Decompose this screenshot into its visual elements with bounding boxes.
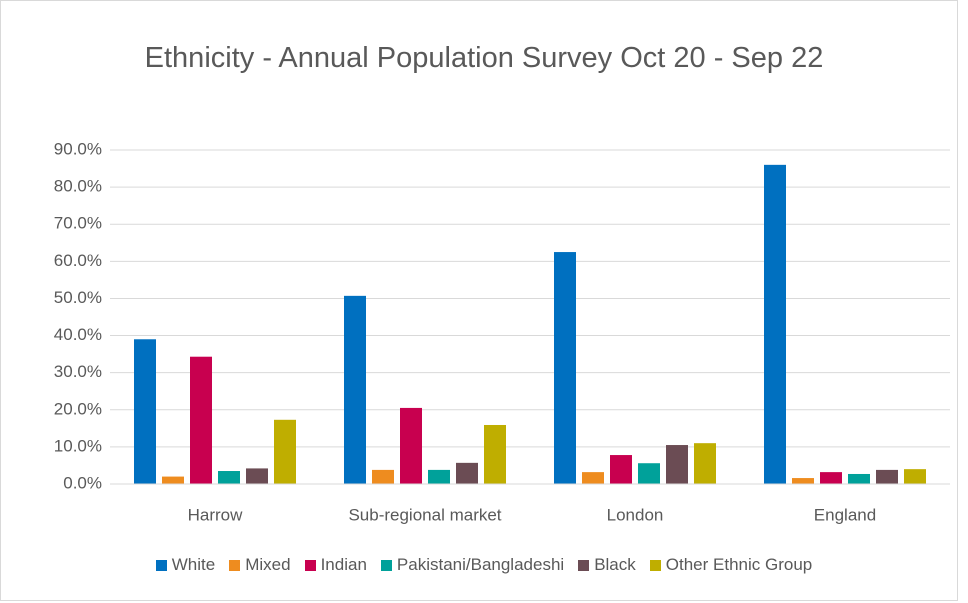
y-tick-label: 60.0% xyxy=(54,251,102,270)
y-tick-label: 70.0% xyxy=(54,214,102,233)
legend-swatch xyxy=(155,559,167,571)
bar xyxy=(876,469,898,484)
legend-label: Mixed xyxy=(245,555,291,574)
y-tick-label: 80.0% xyxy=(54,177,102,196)
legend-item: Mixed xyxy=(229,555,291,575)
legend-swatch xyxy=(649,559,661,571)
bar xyxy=(400,407,422,484)
bar xyxy=(134,339,156,484)
bar xyxy=(456,462,478,484)
bar xyxy=(372,469,394,484)
bar xyxy=(344,295,366,484)
bar xyxy=(610,455,632,484)
bar xyxy=(554,252,576,484)
bar xyxy=(162,476,184,484)
y-tick-label: 0.0% xyxy=(63,473,102,492)
bar xyxy=(428,469,450,484)
legend-item: Indian xyxy=(304,555,367,575)
y-tick-label: 50.0% xyxy=(54,288,102,307)
bar xyxy=(666,445,688,484)
legend-item: White xyxy=(155,555,216,575)
legend-label: Black xyxy=(594,555,636,574)
bar xyxy=(904,469,926,484)
y-tick-label: 20.0% xyxy=(54,399,102,418)
y-tick-label: 10.0% xyxy=(54,436,102,455)
bar xyxy=(582,472,604,484)
legend-item: Black xyxy=(578,555,636,575)
legend-label: Indian xyxy=(320,555,367,574)
bar xyxy=(246,468,268,484)
legend-swatch xyxy=(578,559,590,571)
legend-label: Pakistani/Bangladeshi xyxy=(396,555,565,574)
bar xyxy=(274,419,296,484)
legend-label: Other Ethnic Group xyxy=(665,555,813,574)
bar xyxy=(218,471,240,484)
legend-label: White xyxy=(171,555,216,574)
legend-swatch xyxy=(304,559,316,571)
legend: White Mixed Indian Pakistani/Bangladeshi Bla… xyxy=(0,555,968,575)
x-tick-label: Sub-regional market xyxy=(348,505,501,524)
bar xyxy=(190,356,212,484)
bar xyxy=(792,478,814,484)
bar xyxy=(848,473,870,484)
legend-swatch xyxy=(229,559,241,571)
legend-swatch xyxy=(380,559,392,571)
y-tick-label: 30.0% xyxy=(54,362,102,381)
bar xyxy=(638,463,660,484)
chart-title: Ethnicity - Annual Population Survey Oct… xyxy=(144,42,824,74)
bar xyxy=(694,443,716,484)
x-tick-label: England xyxy=(814,505,876,524)
y-tick-label: 40.0% xyxy=(54,325,102,344)
legend-item: Pakistani/Bangladeshi xyxy=(380,555,565,575)
x-tick-label: Harrow xyxy=(188,505,244,524)
y-tick-label: 90.0% xyxy=(54,139,102,158)
bar xyxy=(484,424,506,484)
bar xyxy=(820,472,842,484)
legend-item: Other Ethnic Group xyxy=(649,555,813,575)
x-tick-label: London xyxy=(607,505,664,524)
bar xyxy=(764,164,786,484)
